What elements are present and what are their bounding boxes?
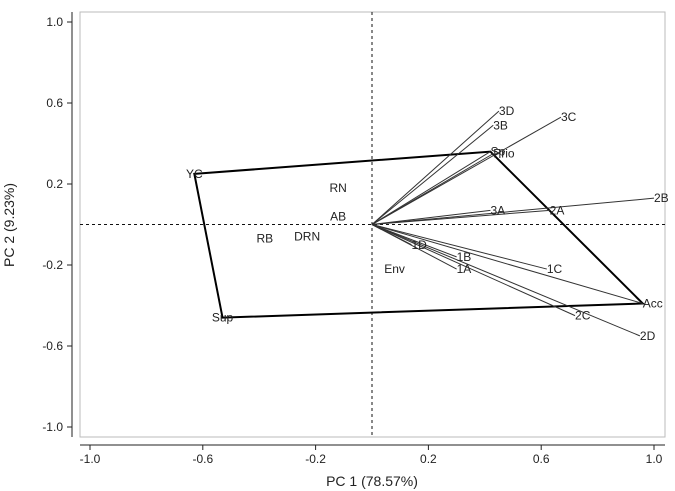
y-tick-label: -1.0 (42, 420, 63, 434)
vector-label-1d: 1D (411, 238, 427, 252)
x-tick-label: 0.6 (533, 452, 550, 466)
x-tick-label: -0.6 (192, 452, 213, 466)
vector-label-2d: 2D (640, 329, 656, 343)
x-tick-label: -1.0 (80, 452, 101, 466)
vector-label-1a: 1A (457, 262, 472, 276)
vector-label-3a: 3A (490, 203, 505, 217)
vector-2b (372, 198, 654, 224)
y-tick-label: -0.6 (42, 339, 63, 353)
vector-sp (372, 152, 490, 225)
point-label-rb: RB (257, 232, 274, 246)
point-label-yc: YC (186, 167, 203, 181)
y-tick-label: 1.0 (46, 15, 63, 29)
x-tick-label: 0.2 (420, 452, 437, 466)
vector-label-acc: Acc (643, 296, 663, 310)
y-tick-label: -0.2 (42, 258, 63, 272)
vector-label-3c: 3C (561, 110, 577, 124)
vector-2a (372, 210, 550, 224)
point-label-ab: AB (330, 209, 346, 223)
vector-label-3d: 3D (499, 104, 515, 118)
vector-label-2b: 2B (654, 191, 669, 205)
vector-label-2a: 2A (550, 203, 565, 217)
x-axis-title: PC 1 (78.57%) (326, 473, 418, 489)
vector-label-sp: Sp (490, 145, 505, 159)
point-label-drn: DRN (294, 230, 320, 244)
point-label-sup: Sup (212, 311, 234, 325)
y-tick-label: 0.6 (46, 96, 63, 110)
vector-3d (372, 111, 499, 224)
vector-3a (372, 210, 490, 224)
vector-label-3b: 3B (493, 118, 508, 132)
vector-label-1c: 1C (547, 262, 563, 276)
point-label-env: Env (384, 262, 405, 276)
vector-3b (372, 125, 493, 224)
y-tick-label: 0.2 (46, 177, 63, 191)
x-tick-label: -0.2 (305, 452, 326, 466)
x-tick-label: 1.0 (646, 452, 663, 466)
vector-label-2c: 2C (575, 309, 591, 323)
y-axis-title: PC 2 (9.23%) (1, 183, 17, 267)
point-label-rn: RN (329, 181, 346, 195)
